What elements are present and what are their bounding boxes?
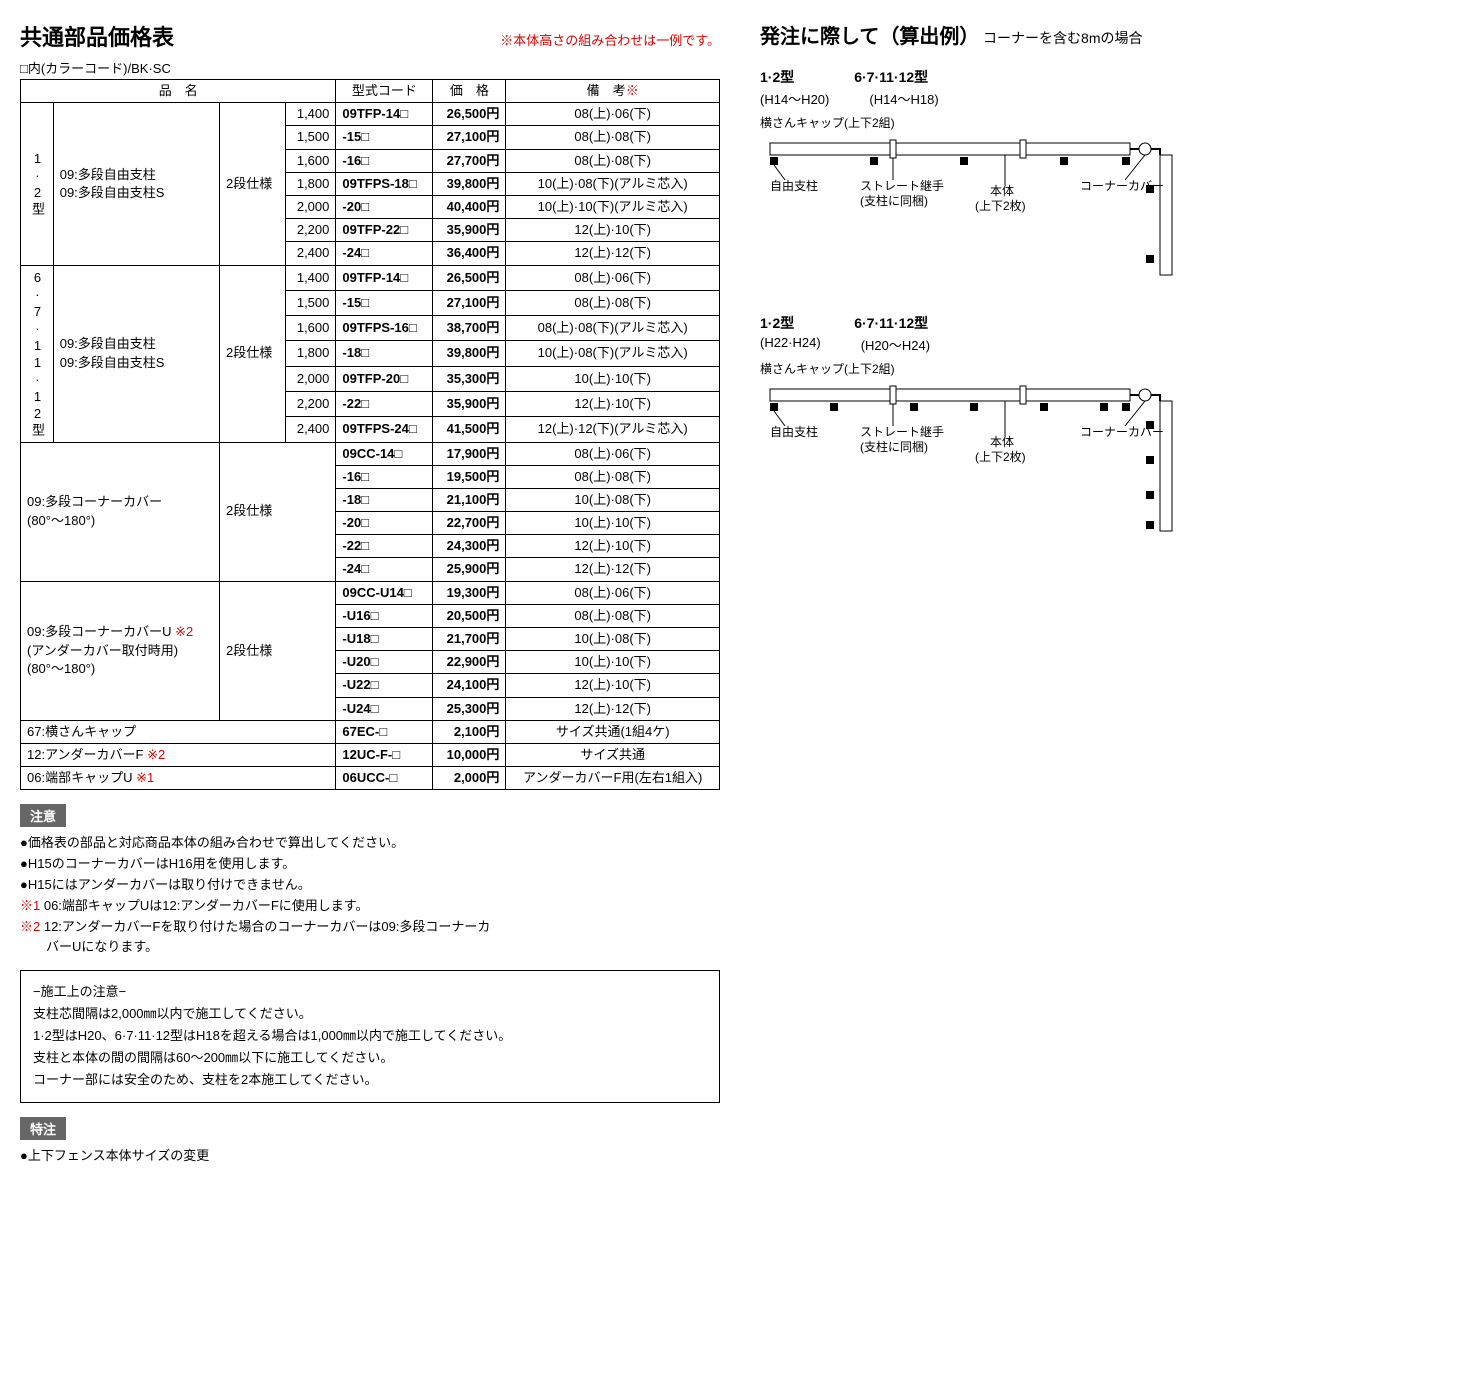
svg-text:ストレート継手: ストレート継手 bbox=[860, 424, 944, 439]
right-title: 発注に際して（算出例） bbox=[760, 26, 979, 48]
title-note: ※本体高さの組み合わせは一例です。 bbox=[500, 30, 720, 49]
table-row: 67:横さんキャップ67EC-□2,100円サイズ共通(1組4ケ) bbox=[21, 720, 720, 743]
table-row: 6·7·11·12型 09:多段自由支柱09:多段自由支柱S 2段仕様 1,40… bbox=[21, 265, 720, 290]
svg-text:本体: 本体 bbox=[990, 184, 1014, 198]
th-price: 価 格 bbox=[433, 80, 506, 103]
th-name: 品 名 bbox=[21, 80, 336, 103]
svg-text:ストレート継手: ストレート継手 bbox=[860, 178, 944, 193]
th-model: 型式コード bbox=[336, 80, 433, 103]
table-row: 12:アンダーカバーF ※212UC-F-□10,000円サイズ共通 bbox=[21, 743, 720, 766]
diagram-svg-1: 自由支柱 ストレート継手 (支柱に同梱) 本体 (上下2枚) コーナーカバー bbox=[760, 135, 1220, 295]
svg-text:自由支柱: 自由支柱 bbox=[770, 178, 818, 193]
table-row: 1·2型 09:多段自由支柱09:多段自由支柱S 2段仕様 1,400 09TF… bbox=[21, 103, 720, 126]
svg-text:(上下2枚): (上下2枚) bbox=[975, 198, 1026, 213]
caution-notes: ●価格表の部品と対応商品本体の組み合わせで算出してください。 ●H15のコーナー… bbox=[20, 833, 720, 958]
svg-text:本体: 本体 bbox=[990, 435, 1014, 449]
table-row: 09:多段コーナーカバー(80°～180°) 2段仕様 09CC-14□ 17,… bbox=[21, 442, 720, 465]
right-subtitle: コーナーを含む8mの場合 bbox=[983, 30, 1142, 46]
caution-badge: 注意 bbox=[20, 804, 66, 827]
svg-text:自由支柱: 自由支柱 bbox=[770, 424, 818, 439]
construction-note: −施工上の注意− 支柱芯間隔は2,000㎜以内で施工してください。 1·2型はH… bbox=[20, 970, 720, 1102]
main-title: 共通部品価格表 bbox=[20, 20, 174, 52]
svg-text:コーナーカバー: コーナーカバー bbox=[1080, 425, 1164, 439]
table-row: 06:端部キャップU ※106UCC-□2,000円アンダーカバーF用(左右1組… bbox=[21, 767, 720, 790]
svg-text:(支柱に同梱): (支柱に同梱) bbox=[860, 439, 928, 454]
special-badge: 特注 bbox=[20, 1117, 66, 1140]
table-row: 09:多段コーナーカバーU ※2(アンダーカバー取付時用)(80°～180°) … bbox=[21, 581, 720, 604]
svg-text:(上下2枚): (上下2枚) bbox=[975, 449, 1026, 464]
th-remark: 備 考※ bbox=[506, 80, 720, 103]
special-note: ●上下フェンス本体サイズの変更 bbox=[20, 1146, 720, 1167]
diagram-1: 1·2型 6·7·11·12型 (H14～H20) (H14～H18) 横さんキ… bbox=[760, 67, 1260, 295]
color-code: □内(カラーコード)/BK·SC bbox=[20, 58, 720, 77]
svg-text:コーナーカバー: コーナーカバー bbox=[1080, 179, 1164, 193]
price-table: 品 名 型式コード 価 格 備 考※ 1·2型 09:多段自由支柱09:多段自由… bbox=[20, 79, 720, 790]
diagram-svg-2: 自由支柱 ストレート継手 (支柱に同梱) 本体 (上下2枚) コーナーカバー bbox=[760, 381, 1220, 551]
diagram-2: 1·2型 6·7·11·12型 (H22·H24) (H20～H24) 横さんキ… bbox=[760, 313, 1260, 551]
svg-text:(支柱に同梱): (支柱に同梱) bbox=[860, 193, 928, 208]
